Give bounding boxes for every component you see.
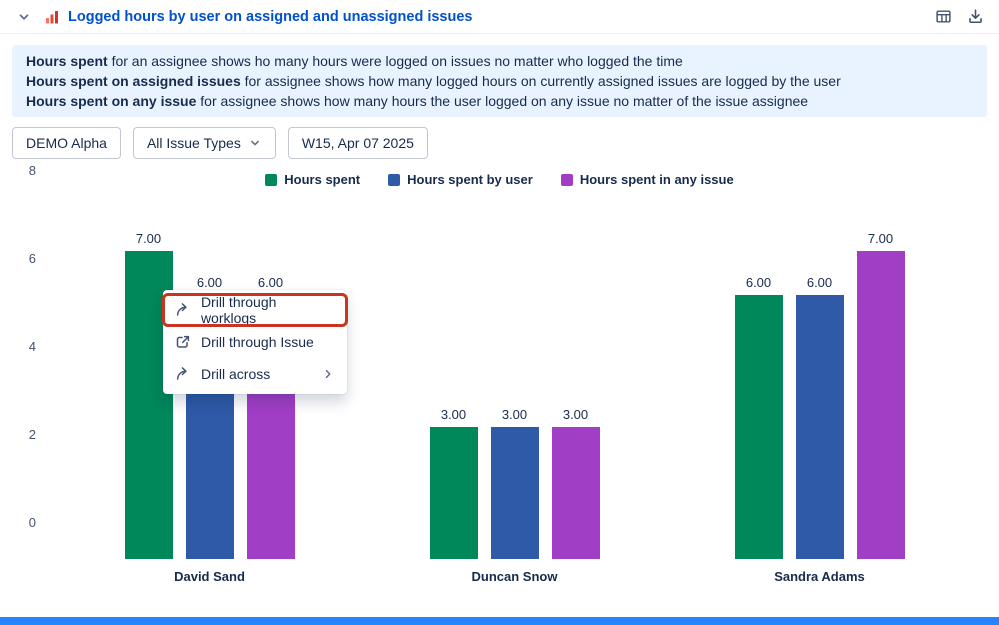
chevron-down-icon	[250, 140, 259, 146]
filter-bar: DEMO Alpha All Issue Types W15, Apr 07 2…	[12, 127, 428, 159]
info-line-term: Hours spent on any issue	[26, 93, 197, 109]
category-label-duncan-snow: Duncan Snow	[471, 569, 558, 584]
bar-value-label: 3.00	[501, 407, 528, 422]
bar-wrap: 7.00	[124, 231, 173, 559]
info-line-text: for an assignee shows ho many hours were…	[107, 53, 683, 69]
info-banner: Hours spent for an assignee shows ho man…	[12, 45, 987, 117]
bar-hours-spent-duncan-snow[interactable]	[429, 427, 478, 559]
collapse-chevron-button[interactable]	[12, 5, 36, 29]
legend-swatch	[388, 173, 401, 186]
chevron-down-icon	[19, 13, 29, 20]
menu-item-label: Drill across	[201, 366, 271, 382]
menu-item-label: Drill through Issue	[201, 334, 314, 350]
info-line-term: Hours spent	[26, 53, 108, 69]
legend-label: Hours spent	[284, 172, 361, 187]
info-line: Hours spent on any issue for assignee sh…	[26, 91, 973, 111]
download-icon	[968, 9, 982, 24]
info-line: Hours spent on assigned issues for assig…	[26, 71, 973, 91]
legend: Hours spent Hours spent by user Hours spen…	[0, 172, 999, 187]
y-axis: 0 2 4 6 8	[0, 163, 36, 559]
drill-arrow-icon	[176, 367, 187, 380]
menu-item-drill-through-issue[interactable]: Drill through Issue	[163, 326, 347, 358]
legend-item-hours-spent[interactable]: Hours spent	[265, 172, 360, 187]
table-view-button[interactable]	[931, 5, 955, 29]
menu-item-label: Drill through worklogs	[200, 294, 277, 326]
project-filter-label: DEMO Alpha	[26, 135, 107, 151]
category-label-sandra-adams: Sandra Adams	[774, 569, 865, 584]
issue-type-filter-dropdown[interactable]: All Issue Types	[132, 127, 276, 159]
bar-value-label: 7.00	[135, 231, 162, 246]
bar-value-label: 3.00	[440, 407, 467, 422]
bar-value-label: 3.00	[562, 407, 589, 422]
legend-swatch	[265, 173, 278, 186]
bar-value-label: 6.00	[257, 275, 284, 290]
legend-label: Hours spent by user	[407, 172, 533, 187]
bar-value-label: 7.00	[867, 231, 894, 246]
bar-hours-spent-in-any-issue-sandra-adams[interactable]	[856, 251, 905, 559]
project-filter-button[interactable]: DEMO Alpha	[12, 127, 121, 159]
bar-group-sandra-adams: 6.00 6.00 7.00	[667, 231, 972, 559]
week-filter-button[interactable]: W15, Apr 07 2025	[287, 127, 428, 159]
bar-wrap: 7.00	[856, 231, 905, 559]
bar-value-label: 6.00	[196, 275, 223, 290]
bar-hours-spent-by-user-duncan-snow[interactable]	[490, 427, 539, 559]
footer-accent-bar	[0, 617, 999, 625]
menu-item-drill-across[interactable]: Drill across	[163, 358, 347, 390]
y-tick-label: 6	[28, 251, 36, 266]
gadget-title: Logged hours by user on assigned and una…	[68, 8, 473, 25]
y-tick-label: 0	[28, 515, 36, 530]
gadget-header: Logged hours by user on assigned and una…	[0, 0, 999, 34]
table-icon	[935, 10, 951, 23]
legend-swatch	[560, 173, 573, 186]
y-tick-label: 2	[28, 427, 36, 442]
bar-hours-spent-sandra-adams[interactable]	[734, 295, 783, 559]
info-line-term: Hours spent on assigned issues	[26, 73, 241, 89]
legend-item-hours-spent-by-user[interactable]: Hours spent by user	[388, 172, 533, 187]
bar-wrap: 6.00	[795, 275, 844, 559]
bar-value-label: 6.00	[745, 275, 772, 290]
bar-wrap: 3.00	[551, 407, 600, 559]
bar-chart-icon	[44, 9, 60, 25]
download-button[interactable]	[963, 5, 987, 29]
legend-label: Hours spent in any issue	[579, 172, 734, 187]
bar-hours-spent-in-any-issue-duncan-snow[interactable]	[551, 427, 600, 559]
bar-wrap: 3.00	[490, 407, 539, 559]
bar-group-duncan-snow: 3.00 3.00 3.00	[362, 407, 667, 559]
menu-item-drill-through-worklogs[interactable]: Drill through worklogs	[162, 293, 348, 327]
bar-wrap: 3.00	[429, 407, 478, 559]
chevron-right-icon	[321, 367, 335, 381]
issue-type-filter-label: All Issue Types	[146, 135, 241, 151]
bar-hours-spent-by-user-sandra-adams[interactable]	[795, 295, 844, 559]
legend-item-hours-spent-in-any-issue[interactable]: Hours spent in any issue	[560, 172, 734, 187]
drill-context-menu: Drill through worklogs Drill through Iss…	[162, 290, 348, 394]
x-axis-labels: David Sand Duncan Snow Sandra Adams	[57, 569, 972, 584]
category-label-david-sand: David Sand	[174, 569, 245, 584]
week-filter-label: W15, Apr 07 2025	[301, 135, 414, 151]
info-line-text: for assignee shows how many hours the us…	[196, 93, 809, 109]
bar-wrap: 6.00	[734, 275, 783, 559]
info-line-text: for assignee shows how many logged hours…	[240, 73, 841, 89]
bar-value-label: 6.00	[806, 275, 833, 290]
external-link-icon	[176, 335, 190, 348]
info-line: Hours spent for an assignee shows ho man…	[26, 51, 973, 71]
bar-group-david-sand: 7.00 6.00 6.00	[57, 231, 362, 559]
y-tick-label: 8	[28, 163, 36, 178]
y-tick-label: 4	[28, 339, 36, 354]
drill-arrow-icon	[176, 303, 187, 316]
